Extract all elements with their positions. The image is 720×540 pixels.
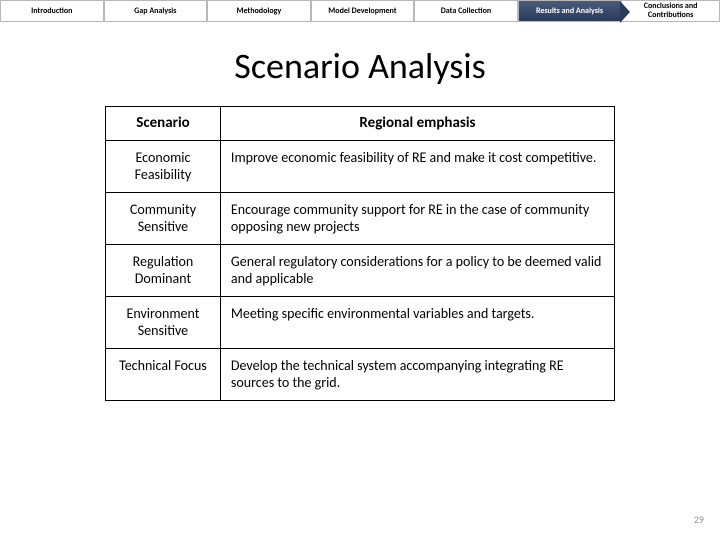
cell-scenario: Economic Feasibility bbox=[106, 140, 221, 192]
table-row: Technical Focus Develop the technical sy… bbox=[106, 348, 615, 400]
page-title: Scenario Analysis bbox=[0, 44, 720, 88]
table-row: Community Sensitive Encourage community … bbox=[106, 192, 615, 244]
cell-emphasis: General regulatory considerations for a … bbox=[220, 244, 614, 296]
nav-item-model-development[interactable]: Model Development bbox=[311, 0, 415, 22]
table-header-row: Scenario Regional emphasis bbox=[106, 107, 615, 141]
nav-item-results-analysis[interactable]: Results and Analysis bbox=[518, 0, 622, 22]
nav-item-data-collection[interactable]: Data Collection bbox=[414, 0, 518, 22]
table-row: Regulation Dominant General regulatory c… bbox=[106, 244, 615, 296]
cell-emphasis: Improve economic feasibility of RE and m… bbox=[220, 140, 614, 192]
table-row: Environment Sensitive Meeting specific e… bbox=[106, 296, 615, 348]
scenario-table: Scenario Regional emphasis Economic Feas… bbox=[105, 106, 615, 401]
nav-item-gap-analysis[interactable]: Gap Analysis bbox=[104, 0, 208, 22]
table-header-emphasis: Regional emphasis bbox=[220, 107, 614, 141]
table-header-scenario: Scenario bbox=[106, 107, 221, 141]
nav-item-introduction[interactable]: Introduction bbox=[0, 0, 104, 22]
cell-emphasis: Develop the technical system accompanyin… bbox=[220, 348, 614, 400]
cell-scenario: Technical Focus bbox=[106, 348, 221, 400]
cell-emphasis: Encourage community support for RE in th… bbox=[220, 192, 614, 244]
nav-item-conclusions[interactable]: Conclusions and Contributions bbox=[621, 0, 720, 22]
nav-item-methodology[interactable]: Methodology bbox=[207, 0, 311, 22]
cell-scenario: Regulation Dominant bbox=[106, 244, 221, 296]
cell-emphasis: Meeting specific environmental variables… bbox=[220, 296, 614, 348]
cell-scenario: Community Sensitive bbox=[106, 192, 221, 244]
table-row: Economic Feasibility Improve economic fe… bbox=[106, 140, 615, 192]
page-number: 29 bbox=[694, 513, 704, 526]
nav-bar: Introduction Gap Analysis Methodology Mo… bbox=[0, 0, 720, 22]
cell-scenario: Environment Sensitive bbox=[106, 296, 221, 348]
